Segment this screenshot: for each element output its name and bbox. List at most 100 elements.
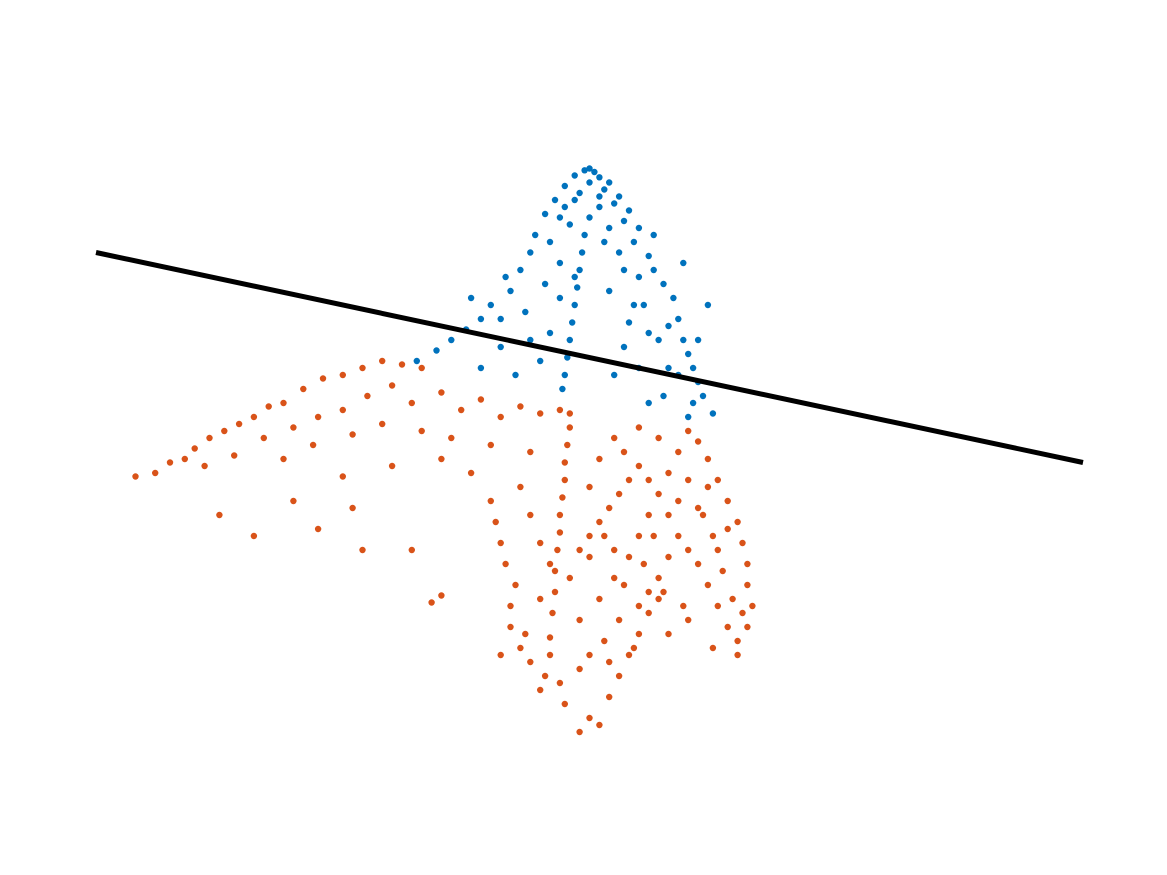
upper-point: [650, 266, 657, 274]
lower-point: [611, 546, 618, 554]
upper-point: [635, 224, 643, 232]
upper-point: [477, 315, 485, 323]
upper-point: [566, 221, 573, 228]
upper-point: [665, 364, 672, 372]
upper-point: [645, 329, 652, 337]
lower-point: [549, 609, 556, 617]
lower-point: [625, 476, 633, 484]
upper-point: [699, 392, 707, 400]
lower-point: [586, 651, 593, 659]
upper-point: [645, 252, 652, 260]
lower-point: [438, 592, 445, 599]
lower-point: [635, 630, 643, 638]
lower-point: [611, 574, 618, 582]
lower-point: [349, 504, 356, 512]
lower-point: [359, 364, 366, 372]
upper-point: [566, 336, 573, 344]
lower-point: [635, 532, 643, 540]
lower-point: [685, 476, 692, 484]
upper-point: [640, 301, 647, 309]
lower-point: [235, 420, 243, 428]
upper-point: [606, 179, 613, 186]
lower-point: [314, 413, 322, 421]
lower-point: [744, 581, 751, 589]
upper-point: [591, 168, 598, 176]
lower-point: [650, 532, 657, 540]
lower-point: [418, 427, 425, 435]
scatter-points-group: [132, 165, 756, 736]
lower-point: [645, 588, 652, 596]
upper-point: [606, 224, 613, 232]
upper-point: [413, 357, 420, 365]
lower-point: [554, 546, 561, 554]
lower-point: [309, 441, 317, 449]
lower-point: [537, 595, 544, 603]
lower-point: [714, 476, 721, 484]
lower-point: [739, 539, 746, 547]
upper-point: [685, 413, 692, 421]
upper-point: [574, 284, 581, 291]
lower-point: [645, 609, 652, 617]
lower-point: [640, 560, 647, 568]
upper-point: [620, 266, 628, 274]
lower-point: [379, 357, 386, 365]
upper-point: [477, 364, 485, 372]
lower-point: [551, 588, 559, 596]
lower-point: [487, 441, 494, 449]
lower-point: [675, 497, 682, 505]
lower-point: [467, 469, 475, 477]
lower-point: [546, 634, 554, 641]
upper-point: [559, 385, 566, 393]
lower-point: [635, 424, 643, 431]
lower-point: [724, 525, 731, 533]
lower-point: [744, 560, 751, 568]
lower-point: [537, 539, 544, 547]
upper-point: [689, 399, 697, 407]
lower-point: [714, 546, 721, 554]
lower-point: [517, 483, 524, 491]
lower-point: [596, 595, 603, 603]
lower-point: [655, 434, 662, 442]
lower-point: [556, 511, 564, 519]
upper-point: [564, 354, 571, 361]
lower-point: [625, 553, 633, 561]
lower-point: [260, 434, 267, 442]
lower-point: [398, 361, 406, 368]
upper-point: [581, 167, 588, 174]
upper-point: [596, 174, 603, 181]
lower-point: [615, 672, 623, 680]
lower-point: [615, 616, 623, 624]
upper-point: [502, 273, 509, 281]
lower-point: [724, 497, 731, 505]
upper-point: [546, 238, 554, 246]
upper-point: [571, 273, 578, 281]
lower-point: [349, 431, 356, 438]
upper-point: [581, 231, 588, 239]
upper-point: [635, 273, 643, 281]
lower-point: [724, 623, 731, 631]
lower-point: [438, 455, 445, 463]
lower-point: [645, 476, 652, 484]
lower-point: [221, 427, 228, 435]
lower-point: [704, 581, 712, 589]
lower-point: [704, 455, 712, 463]
lower-point: [191, 445, 198, 452]
upper-point: [546, 329, 554, 337]
lower-point: [448, 434, 455, 442]
lower-point: [527, 448, 534, 456]
upper-point: [569, 319, 576, 326]
lower-point: [734, 651, 741, 659]
upper-point: [586, 165, 593, 172]
upper-point: [512, 371, 519, 379]
lower-point: [388, 462, 396, 470]
lower-point: [601, 532, 608, 540]
lower-point: [517, 644, 524, 652]
lower-point: [739, 609, 746, 617]
lower-point: [497, 651, 504, 659]
upper-point: [507, 287, 514, 295]
upper-point: [527, 336, 534, 344]
upper-point: [650, 231, 657, 239]
lower-point: [507, 623, 514, 631]
lower-point: [660, 588, 667, 596]
lower-point: [586, 553, 593, 561]
